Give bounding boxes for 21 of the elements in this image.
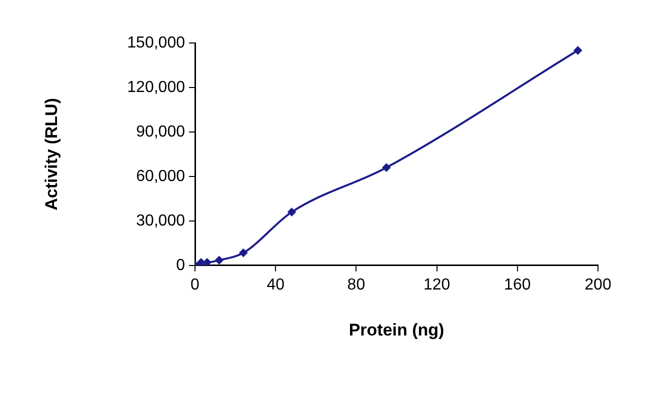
- x-tick-label: 160: [504, 276, 531, 294]
- point: [288, 208, 296, 216]
- y-axis-title: Activity (RLU): [42, 98, 61, 210]
- y-tick-label: 0: [176, 256, 186, 274]
- point: [239, 248, 248, 257]
- x-tick-label: 80: [347, 276, 366, 294]
- point: [574, 46, 582, 54]
- y-tick-label: 90,000: [136, 123, 186, 140]
- x-tick-label: 120: [423, 276, 450, 294]
- y-tick-label: 150,000: [127, 34, 186, 52]
- y-tick-label: 120,000: [127, 78, 186, 96]
- point: [215, 256, 224, 264]
- point: [382, 164, 390, 172]
- point: [203, 258, 212, 266]
- point: [197, 258, 206, 266]
- x-tick-label: 0: [190, 276, 200, 294]
- x-tick-label: 200: [584, 276, 612, 294]
- y-tick-label: 60,000: [136, 168, 186, 185]
- x-axis-title: Protein (ng): [348, 320, 444, 340]
- y-tick-label: 30,000: [136, 212, 186, 230]
- x-tick-label: 40: [266, 276, 285, 294]
